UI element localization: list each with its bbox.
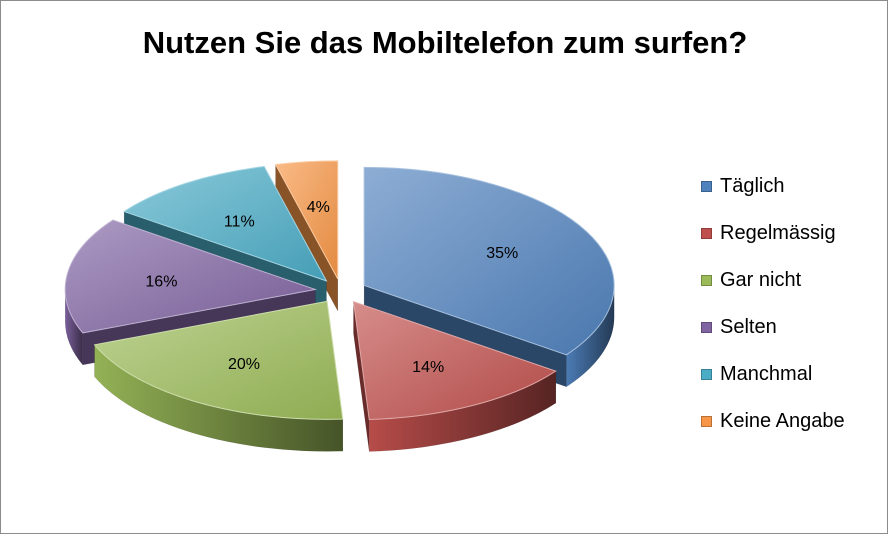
legend-label: Selten xyxy=(720,315,777,338)
pie-data-label: 4% xyxy=(307,199,330,216)
legend-item: Keine Angabe xyxy=(701,406,845,436)
legend-label: Gar nicht xyxy=(720,268,802,291)
legend-swatch xyxy=(701,415,712,427)
chart-title: Nutzen Sie das Mobiltelefon zum surfen? xyxy=(142,25,748,60)
legend-swatch xyxy=(701,368,712,380)
legend-item: Selten xyxy=(701,312,777,342)
pie-slice xyxy=(274,160,339,280)
pie-slice xyxy=(122,166,328,282)
legend-item: Regelmässig xyxy=(701,218,836,248)
legend-label: Keine Angabe xyxy=(720,409,845,432)
pie-data-label: 14% xyxy=(412,359,444,376)
legend-item: Gar nicht xyxy=(701,265,801,295)
pie-slice xyxy=(93,300,344,420)
legend-item: Manchmal xyxy=(701,359,812,389)
legend-label: Manchmal xyxy=(720,362,813,385)
legend-swatch xyxy=(701,274,712,286)
legend-label: Regelmässig xyxy=(720,221,836,244)
pie-data-label: 11% xyxy=(224,213,255,230)
legend-label: Täglich xyxy=(720,174,785,197)
pie-slice xyxy=(352,301,557,421)
pie-slice xyxy=(64,219,318,334)
pie-data-label: 16% xyxy=(145,273,177,290)
pie-data-label: 35% xyxy=(486,245,518,262)
legend-swatch xyxy=(701,180,712,192)
pie-data-label: 20% xyxy=(228,356,260,373)
pie-slice xyxy=(363,166,615,356)
legend-swatch xyxy=(701,227,712,239)
legend-swatch xyxy=(701,321,712,333)
legend-item: Täglich xyxy=(701,171,784,201)
